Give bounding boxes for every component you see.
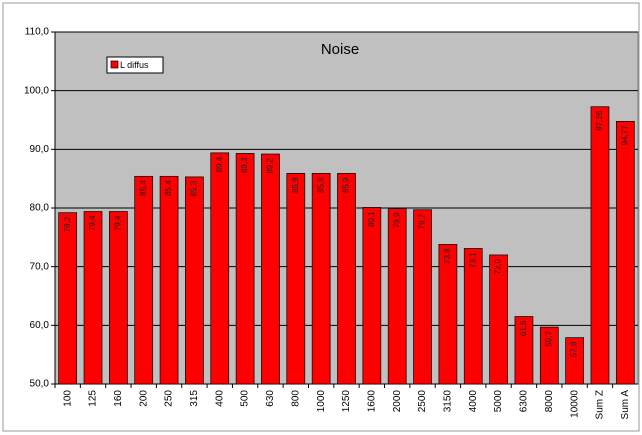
- x-tick-label: 250: [164, 390, 175, 407]
- legend-label: L diffus: [120, 60, 149, 70]
- value-label: 72,0: [494, 258, 503, 274]
- y-tick-label: 110,0: [25, 27, 50, 38]
- x-tick-label: 800: [290, 390, 301, 407]
- bar: [362, 207, 382, 385]
- y-tick-label: 60,0: [30, 320, 50, 331]
- bar: [615, 120, 635, 385]
- bar: [311, 173, 331, 385]
- x-tick-label: 160: [113, 390, 124, 407]
- x-tick-label: 400: [214, 390, 225, 407]
- bar: [159, 175, 179, 385]
- bar: [134, 175, 154, 385]
- value-label: 79,4: [113, 215, 122, 231]
- value-label: 97,26: [595, 110, 604, 131]
- x-tick-label: 8000: [544, 390, 555, 413]
- bar: [590, 106, 610, 385]
- y-tick-label: 100,0: [24, 85, 49, 96]
- bar: [413, 209, 432, 385]
- bar: [109, 211, 128, 385]
- bar: [235, 153, 255, 385]
- bar: [463, 248, 483, 385]
- x-tick-label: Sum A: [620, 390, 631, 420]
- bar: [286, 173, 306, 385]
- bar: [539, 326, 559, 385]
- x-tick-label: 100: [62, 390, 73, 407]
- bar: [387, 208, 407, 385]
- value-label: 73,8: [443, 248, 452, 264]
- x-tick-label: 630: [265, 390, 276, 407]
- value-label: 94,77: [620, 125, 629, 146]
- bar: [438, 244, 458, 385]
- value-label: 80,1: [367, 211, 376, 227]
- value-label: 85,9: [316, 177, 325, 193]
- bar: [337, 173, 356, 385]
- value-label: 85,4: [164, 180, 173, 196]
- x-tick-label: 10000: [569, 390, 580, 418]
- value-label: 85,9: [342, 177, 351, 193]
- value-label: 79,9: [392, 212, 401, 228]
- x-tick-label: 5000: [493, 390, 504, 413]
- value-label: 89,2: [266, 157, 275, 173]
- y-tick-label: 80,0: [30, 203, 50, 214]
- value-label: 89,3: [240, 157, 249, 173]
- value-label: 59,7: [544, 331, 553, 347]
- value-label: 85,3: [190, 180, 199, 196]
- bar: [185, 176, 204, 385]
- legend-box: [106, 56, 164, 74]
- value-label: 73,1: [468, 252, 477, 268]
- value-label: 85,9: [291, 177, 300, 193]
- value-label: 57,9: [570, 341, 579, 357]
- value-label: 79,7: [418, 213, 427, 229]
- value-label: 89,4: [215, 156, 224, 172]
- x-tick-label: 4000: [468, 390, 479, 413]
- x-tick-label: 1250: [341, 390, 352, 413]
- bar: [489, 254, 508, 385]
- y-tick-label: 50,0: [30, 379, 50, 390]
- x-tick-label: 500: [240, 390, 251, 407]
- x-tick-label: 2000: [392, 390, 403, 413]
- value-label: 79,4: [88, 215, 97, 231]
- value-label: 61,5: [519, 320, 528, 336]
- x-tick-label: 200: [138, 390, 149, 407]
- x-tick-label: 6300: [519, 390, 530, 413]
- bar: [261, 153, 280, 385]
- bar: [83, 211, 103, 385]
- bar: [514, 316, 534, 385]
- value-label: 85,4: [139, 180, 148, 196]
- x-tick-label: 3150: [443, 390, 454, 413]
- chart-title: Noise: [321, 41, 359, 58]
- y-tick-label: 70,0: [30, 261, 50, 272]
- x-tick-label: 1000: [316, 390, 327, 413]
- y-tick-label: 90,0: [30, 144, 50, 155]
- x-tick-label: Sum Z: [595, 390, 606, 419]
- bar: [58, 212, 78, 385]
- x-tick-label: 1600: [366, 390, 377, 413]
- x-tick-label: 125: [88, 390, 99, 407]
- bar: [210, 152, 230, 385]
- legend-swatch: [110, 60, 119, 69]
- value-label: 79,2: [63, 216, 72, 232]
- x-tick-label: 2500: [417, 390, 428, 413]
- x-tick-label: 315: [189, 390, 200, 407]
- bar: [565, 337, 584, 385]
